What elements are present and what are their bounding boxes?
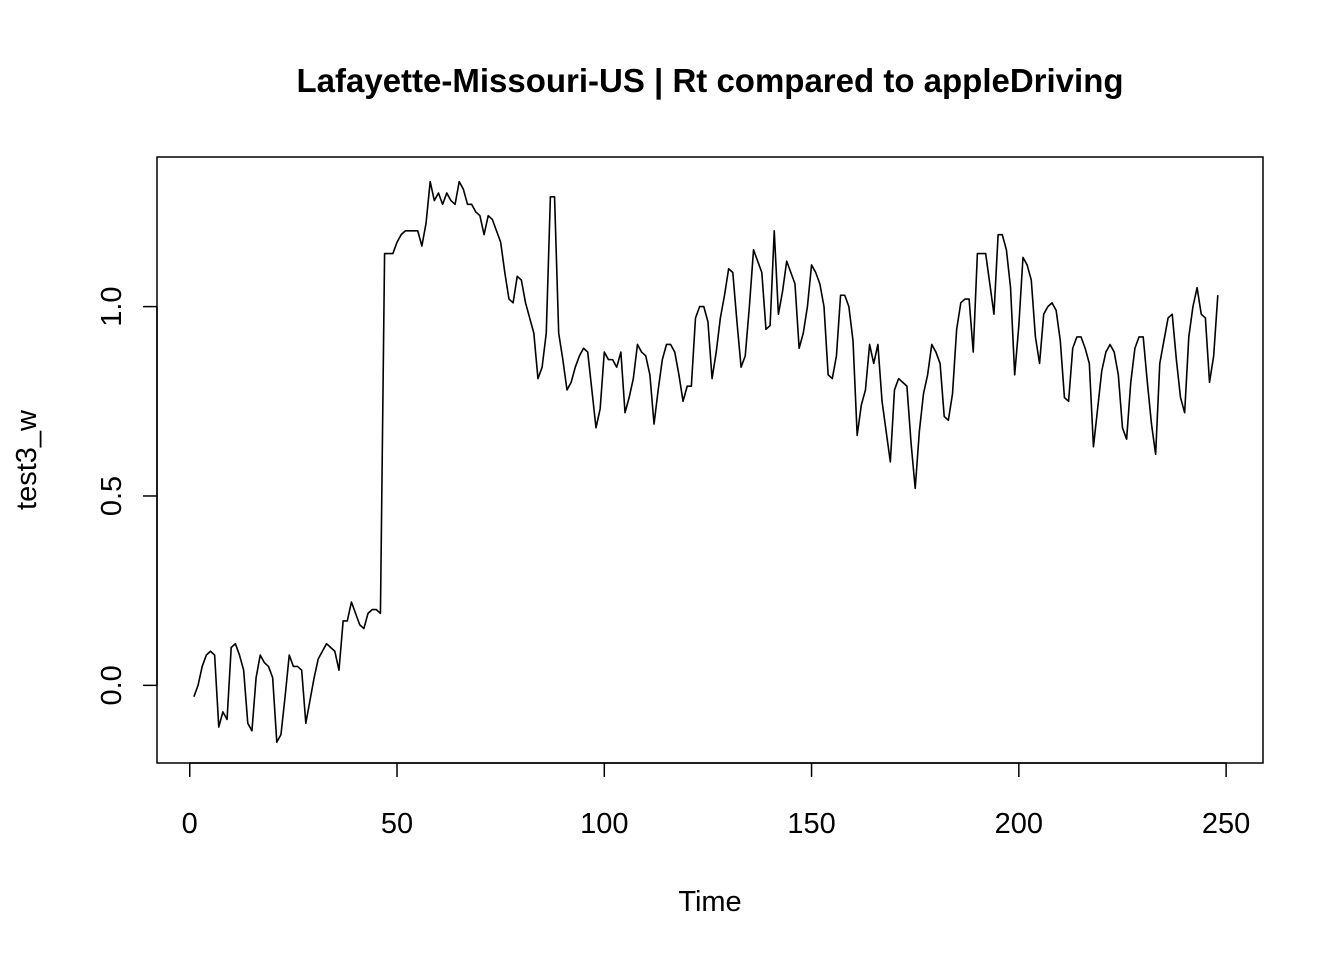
x-tick-label: 250 xyxy=(1202,808,1250,840)
y-axis-label: test3_w xyxy=(11,409,43,510)
x-tick-label: 50 xyxy=(381,808,413,840)
x-tick-label: 200 xyxy=(995,808,1043,840)
chart-title: Lafayette-Missouri-US | Rt compared to a… xyxy=(296,62,1123,99)
y-tick-label: 0.5 xyxy=(96,476,128,516)
plot-frame xyxy=(156,156,1264,764)
x-axis: 0 50 100 150 200 250 xyxy=(182,762,1250,840)
y-axis: 0.0 0.5 1.0 xyxy=(96,286,158,706)
x-tick-label: 150 xyxy=(787,808,835,840)
x-tick-label: 0 xyxy=(182,808,198,840)
series-line-test3_w xyxy=(193,180,1219,743)
y-tick-label: 0.0 xyxy=(96,665,128,705)
x-tick-label: 100 xyxy=(580,808,628,840)
x-axis-label: Time xyxy=(678,886,741,918)
y-tick-label: 1.0 xyxy=(96,286,128,326)
